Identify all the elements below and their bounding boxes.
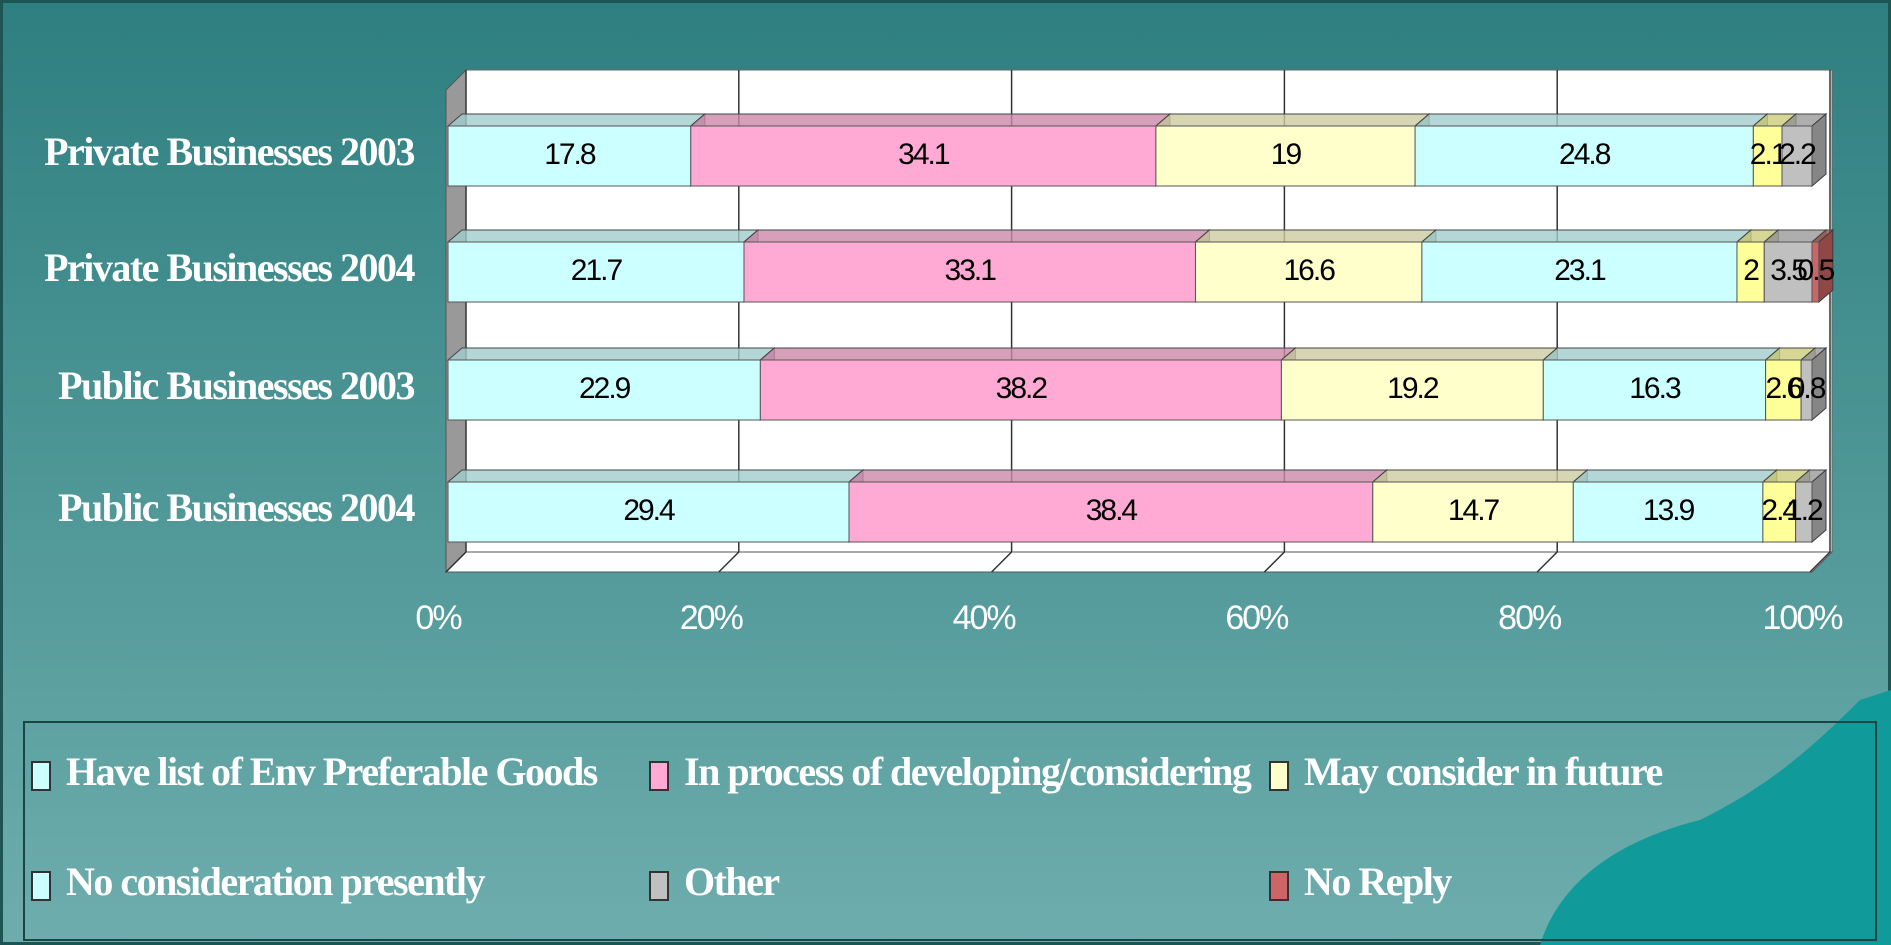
tick-mark (991, 551, 1013, 573)
bar (1781, 125, 1813, 187)
data-label: 2 (1743, 254, 1759, 287)
bar (1736, 241, 1765, 303)
data-label: 29.4 (623, 494, 675, 527)
bar-top (742, 229, 1211, 243)
bar-top (1371, 469, 1589, 483)
x-tick-label: 100% (1763, 599, 1844, 637)
bar-top (446, 229, 760, 243)
legend-swatch (649, 761, 669, 791)
bar-top (1541, 347, 1781, 361)
x-tick-label: 20% (680, 599, 744, 637)
bar-top (689, 113, 1172, 127)
bar (1542, 359, 1767, 421)
bar-top (1154, 113, 1431, 127)
data-label: 24.8 (1559, 138, 1611, 171)
bar-top (446, 113, 707, 127)
bar-top (847, 469, 1389, 483)
bar-top (1194, 229, 1438, 243)
bar (447, 359, 761, 421)
bar (759, 359, 1282, 421)
tick-mark (1809, 551, 1831, 573)
bar-top (1280, 347, 1559, 361)
data-label: 33.1 (945, 254, 997, 287)
tick-mark (445, 551, 467, 573)
bar (1421, 241, 1738, 303)
tick-mark (1263, 551, 1285, 573)
bar-top (446, 347, 776, 361)
x-tick-label: 0% (415, 599, 462, 637)
legend-box (23, 721, 1877, 941)
bar (1800, 359, 1813, 421)
data-label: 16.3 (1629, 372, 1681, 405)
data-label: 19 (1271, 138, 1302, 171)
legend-label: Other (684, 859, 779, 904)
legend-swatch (1269, 871, 1289, 901)
data-label: 3.5 (1770, 254, 1807, 287)
bar (1414, 125, 1754, 187)
bar (1765, 359, 1802, 421)
data-label: 2.2 (1779, 138, 1816, 171)
data-label: 17.8 (544, 138, 596, 171)
bar-top (446, 469, 865, 483)
decoration (1540, 690, 1891, 945)
data-label: 22.9 (579, 372, 631, 405)
bar (1752, 125, 1783, 187)
bar (1763, 241, 1813, 303)
legend-swatch (1269, 761, 1289, 791)
legend-label: No consideration presently (66, 859, 486, 904)
bar (1811, 241, 1820, 303)
y-tick-label: Private Businesses 2003 (44, 129, 414, 174)
legend-label: No Reply (1304, 859, 1452, 904)
data-label: 23.1 (1554, 254, 1606, 287)
data-label: 13.9 (1643, 494, 1695, 527)
floor (444, 551, 1834, 573)
bar (1280, 359, 1544, 421)
bar (447, 125, 692, 187)
tick-mark (1536, 551, 1558, 573)
legend-label: Have list of Env Preferable Goods (66, 749, 598, 794)
data-label: 38.2 (996, 372, 1048, 405)
bar-top (759, 347, 1297, 361)
x-tick-label: 80% (1498, 599, 1562, 637)
x-tick-label: 60% (1225, 599, 1289, 637)
y-tick-label: Public Businesses 2003 (58, 363, 414, 408)
legend-swatch (31, 761, 51, 791)
x-tick-label: 40% (953, 599, 1017, 637)
data-label: 0.8 (1789, 372, 1826, 405)
bar (1795, 481, 1813, 543)
legend-swatch (31, 871, 51, 901)
bar (447, 481, 850, 543)
bar-top (1413, 113, 1769, 127)
bar-top (1571, 469, 1779, 483)
legend-label: May consider in future (1304, 749, 1662, 794)
data-label: 21.7 (571, 254, 623, 287)
data-label: 16.6 (1283, 254, 1335, 287)
legend-swatch (649, 871, 669, 901)
bar-top (1420, 229, 1753, 243)
data-label: 1.2 (1786, 494, 1823, 527)
legend-label: In process of developing/considering (684, 749, 1252, 794)
bar (447, 241, 745, 303)
y-tick-label: Public Businesses 2004 (58, 485, 415, 530)
data-label: 2.4 (1761, 494, 1798, 527)
bar (1194, 241, 1423, 303)
data-label: 19.2 (1387, 372, 1439, 405)
data-label: 38.4 (1086, 494, 1138, 527)
data-label: 2.6 (1765, 372, 1802, 405)
bar (743, 241, 1196, 303)
bar (848, 481, 1374, 543)
bar (1372, 481, 1574, 543)
data-label: 34.1 (898, 138, 950, 171)
data-label: 0.5 (1798, 254, 1835, 287)
data-label: 14.7 (1448, 494, 1500, 527)
y-tick-label: Private Businesses 2004 (44, 245, 415, 290)
tick-mark (718, 551, 740, 573)
